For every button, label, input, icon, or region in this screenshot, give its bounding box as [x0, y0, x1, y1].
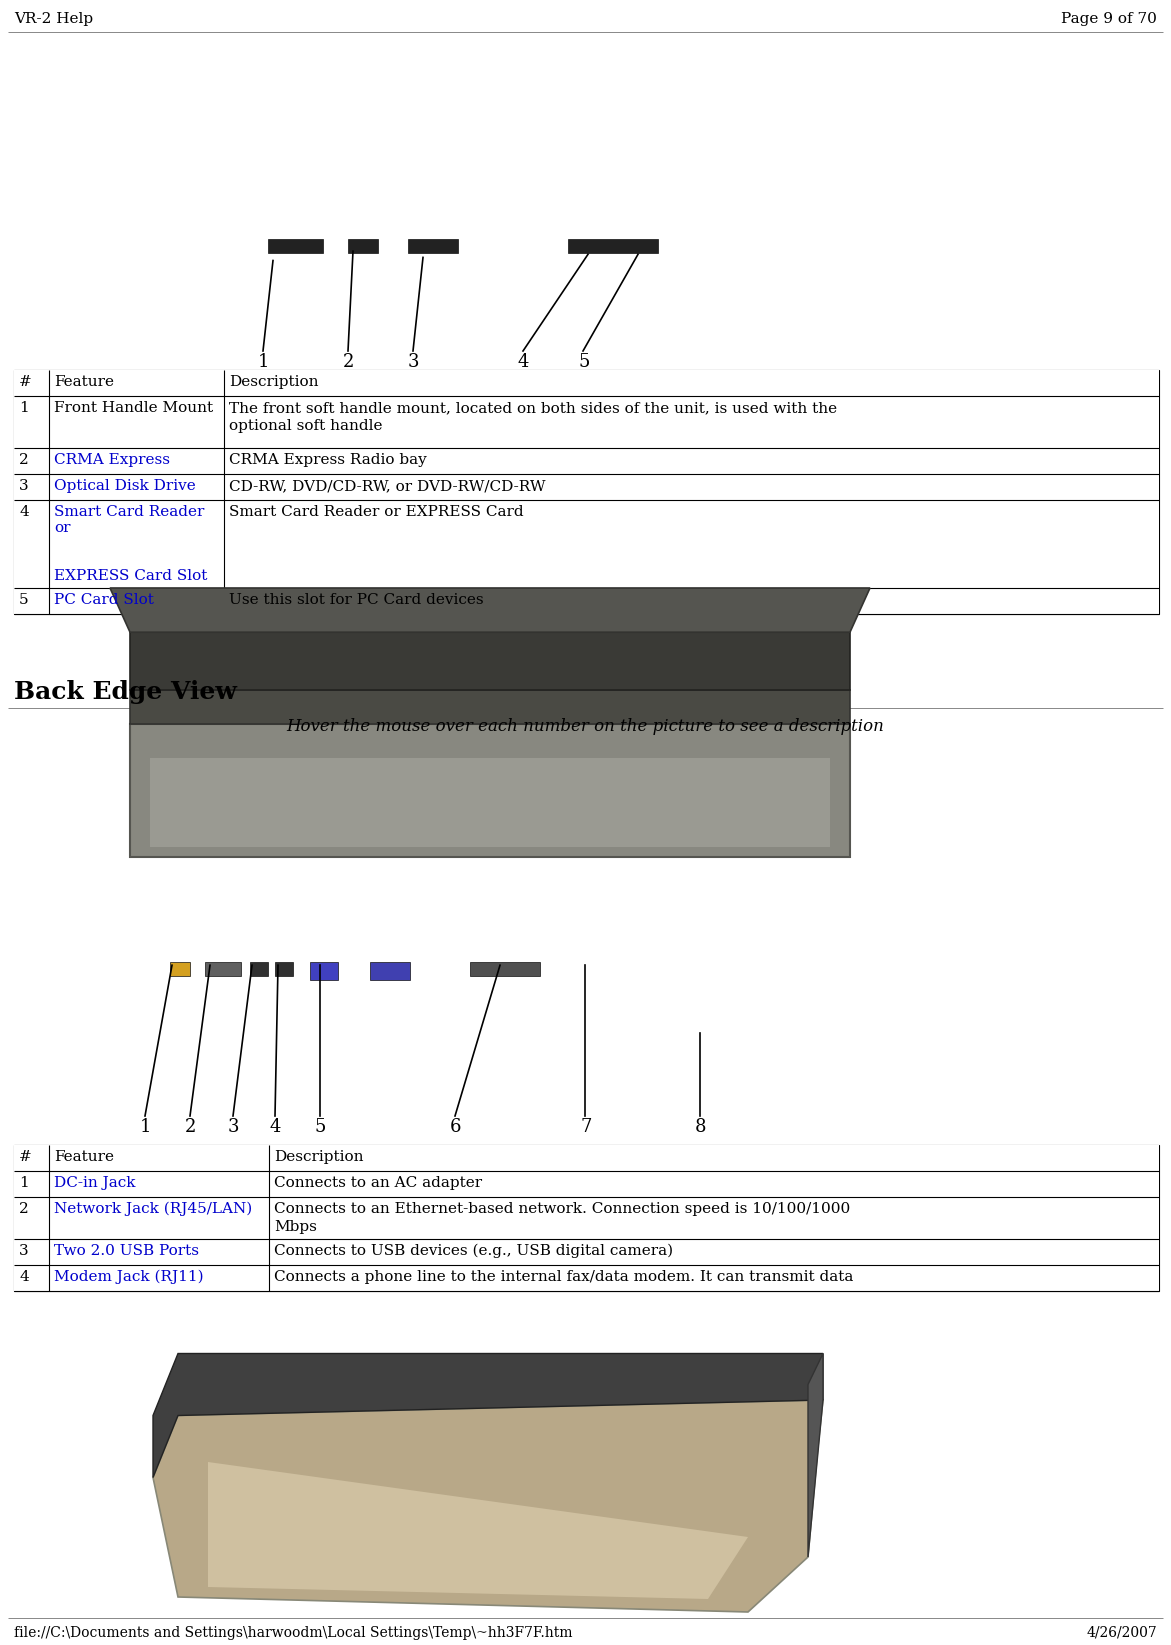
- Polygon shape: [150, 758, 830, 847]
- Bar: [14, 1265, 1159, 1291]
- Text: Connects to an Ethernet-based network. Connection speed is 10/100/1000: Connects to an Ethernet-based network. C…: [274, 1202, 850, 1216]
- Text: 4/26/2007: 4/26/2007: [1087, 1625, 1157, 1640]
- Text: 4: 4: [19, 505, 29, 520]
- Polygon shape: [130, 632, 850, 689]
- Text: Connects to an AC adapter: Connects to an AC adapter: [274, 1176, 482, 1189]
- Bar: [14, 474, 1159, 500]
- Text: 3: 3: [19, 479, 28, 494]
- Text: 6: 6: [450, 1119, 461, 1137]
- Text: 2: 2: [343, 354, 355, 372]
- Bar: [408, 239, 458, 253]
- Text: 4: 4: [271, 1119, 281, 1137]
- Text: DC-in Jack: DC-in Jack: [54, 1176, 136, 1189]
- Text: 5: 5: [315, 1119, 327, 1137]
- Bar: [14, 1239, 1159, 1265]
- Bar: [370, 962, 410, 980]
- Text: Feature: Feature: [54, 375, 114, 388]
- Polygon shape: [153, 1354, 823, 1477]
- Text: 2: 2: [19, 1202, 29, 1216]
- Text: CD-RW, DVD/CD-RW, or DVD-RW/CD-RW: CD-RW, DVD/CD-RW, or DVD-RW/CD-RW: [230, 479, 546, 494]
- Text: 1: 1: [19, 401, 29, 415]
- Bar: [14, 396, 1159, 447]
- Text: VR-2 Help: VR-2 Help: [14, 12, 94, 26]
- Text: PC Card Slot: PC Card Slot: [54, 592, 153, 607]
- Bar: [310, 962, 338, 980]
- Bar: [348, 239, 378, 253]
- Text: Optical Disk Drive: Optical Disk Drive: [54, 479, 196, 494]
- Bar: [14, 500, 1159, 587]
- Bar: [14, 1171, 1159, 1198]
- Bar: [14, 587, 1159, 614]
- Text: 5: 5: [19, 592, 28, 607]
- Text: Use this slot for PC Card devices: Use this slot for PC Card devices: [230, 592, 484, 607]
- Text: or: or: [54, 521, 70, 535]
- Text: #: #: [19, 1150, 32, 1165]
- Text: #: #: [19, 375, 32, 388]
- Text: file://C:\Documents and Settings\harwoodm\Local Settings\Temp\~hh3F7F.htm: file://C:\Documents and Settings\harwood…: [14, 1625, 573, 1640]
- Bar: [268, 239, 323, 253]
- Text: The front soft handle mount, located on both sides of the unit, is used with the: The front soft handle mount, located on …: [230, 401, 837, 415]
- Text: 2: 2: [185, 1119, 197, 1137]
- Text: Connects a phone line to the internal fax/data modem. It can transmit data: Connects a phone line to the internal fa…: [274, 1270, 854, 1285]
- Bar: [14, 1198, 1159, 1239]
- Text: Smart Card Reader: Smart Card Reader: [54, 505, 205, 520]
- Polygon shape: [153, 1400, 823, 1612]
- Text: 4: 4: [19, 1270, 29, 1285]
- Text: 4: 4: [518, 354, 529, 372]
- Text: Feature: Feature: [54, 1150, 114, 1165]
- Text: 3: 3: [19, 1244, 28, 1258]
- Text: Modem Jack (RJ11): Modem Jack (RJ11): [54, 1270, 204, 1285]
- Text: Connects to USB devices (e.g., USB digital camera): Connects to USB devices (e.g., USB digit…: [274, 1244, 673, 1258]
- Text: Description: Description: [230, 375, 319, 388]
- Bar: [14, 447, 1159, 474]
- Text: Two 2.0 USB Ports: Two 2.0 USB Ports: [54, 1244, 199, 1258]
- Bar: [568, 239, 658, 253]
- Text: optional soft handle: optional soft handle: [230, 419, 383, 433]
- Text: Smart Card Reader or EXPRESS Card: Smart Card Reader or EXPRESS Card: [230, 505, 523, 520]
- Bar: [14, 1145, 1159, 1171]
- Text: Network Jack (RJ45/LAN): Network Jack (RJ45/LAN): [54, 1202, 252, 1216]
- Text: 2: 2: [19, 452, 29, 467]
- Polygon shape: [208, 1462, 748, 1599]
- Polygon shape: [110, 587, 870, 632]
- Text: CRMA Express: CRMA Express: [54, 452, 170, 467]
- Bar: [249, 962, 268, 975]
- Polygon shape: [808, 1354, 823, 1558]
- Bar: [14, 370, 1159, 396]
- Bar: [205, 962, 241, 975]
- Text: 3: 3: [228, 1119, 240, 1137]
- Text: 8: 8: [696, 1119, 706, 1137]
- Text: Mbps: Mbps: [274, 1221, 317, 1234]
- Text: 1: 1: [141, 1119, 151, 1137]
- Text: 1: 1: [19, 1176, 29, 1189]
- Bar: [170, 962, 190, 975]
- Text: 3: 3: [408, 354, 419, 372]
- Bar: [14, 1145, 1159, 1291]
- Bar: [14, 370, 1159, 614]
- Bar: [275, 962, 293, 975]
- Text: Back Edge View: Back Edge View: [14, 679, 237, 704]
- Text: 7: 7: [580, 1119, 591, 1137]
- Text: Hover the mouse over each number on the picture to see a description: Hover the mouse over each number on the …: [286, 717, 884, 735]
- Text: CRMA Express Radio bay: CRMA Express Radio bay: [230, 452, 426, 467]
- Text: 1: 1: [258, 354, 269, 372]
- Text: Front Handle Mount: Front Handle Mount: [54, 401, 213, 415]
- Bar: [470, 962, 540, 975]
- Text: Page 9 of 70: Page 9 of 70: [1061, 12, 1157, 26]
- Polygon shape: [130, 724, 850, 857]
- Text: 5: 5: [578, 354, 589, 372]
- Text: EXPRESS Card Slot: EXPRESS Card Slot: [54, 569, 207, 582]
- Text: Description: Description: [274, 1150, 363, 1165]
- Polygon shape: [130, 689, 850, 724]
